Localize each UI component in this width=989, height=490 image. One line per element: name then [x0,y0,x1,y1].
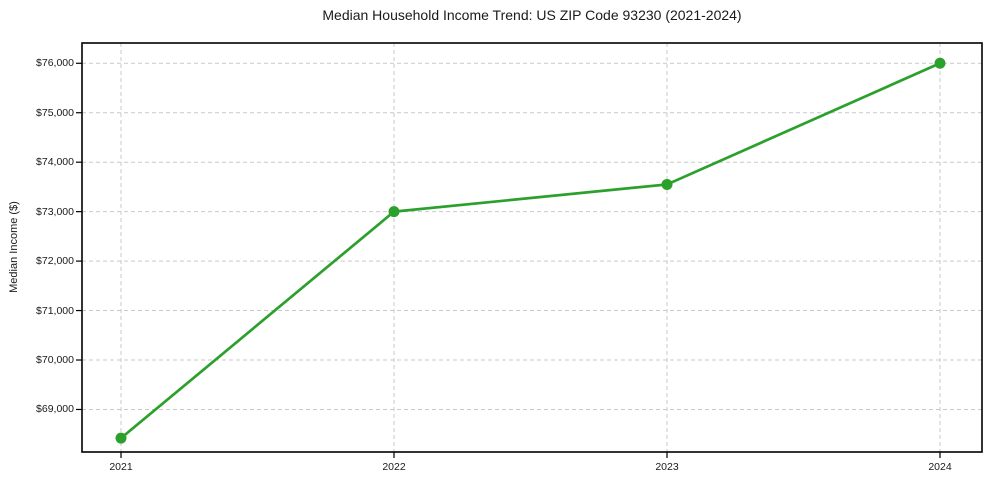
data-point-marker [661,178,673,190]
x-tick-label: 2022 [382,461,406,473]
y-tick-label: $70,000 [36,354,74,366]
y-tick-label: $76,000 [36,57,74,70]
y-tick-label: $75,000 [36,106,74,119]
income-trend-line [119,61,942,440]
y-tick-label: $73,000 [36,205,74,218]
y-tick-label: $74,000 [36,156,74,169]
data-point-marker [115,432,127,444]
x-tick-label: 2021 [109,461,133,473]
data-point-marker [934,57,946,69]
x-tick-label: 2023 [655,461,679,473]
y-tick-label: $72,000 [36,255,74,268]
data-point-marker [388,206,400,218]
y-tick-label: $71,000 [36,304,74,317]
x-tick-label: 2024 [928,461,952,473]
chart-title: Median Household Income Trend: US ZIP Co… [322,7,742,23]
y-tick-label: $69,000 [36,403,74,416]
plot-border [81,42,983,453]
